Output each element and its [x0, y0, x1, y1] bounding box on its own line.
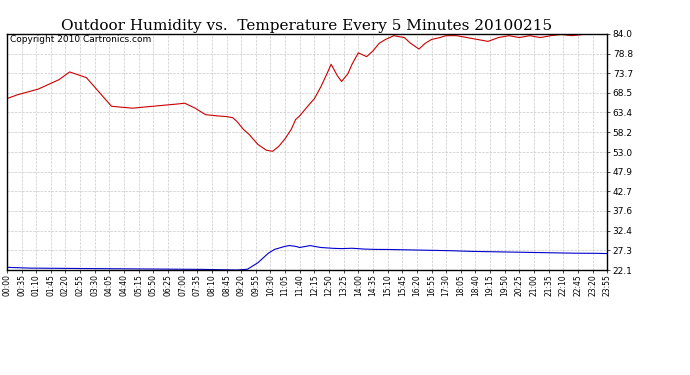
Text: Copyright 2010 Cartronics.com: Copyright 2010 Cartronics.com: [10, 35, 151, 44]
Title: Outdoor Humidity vs.  Temperature Every 5 Minutes 20100215: Outdoor Humidity vs. Temperature Every 5…: [61, 19, 553, 33]
